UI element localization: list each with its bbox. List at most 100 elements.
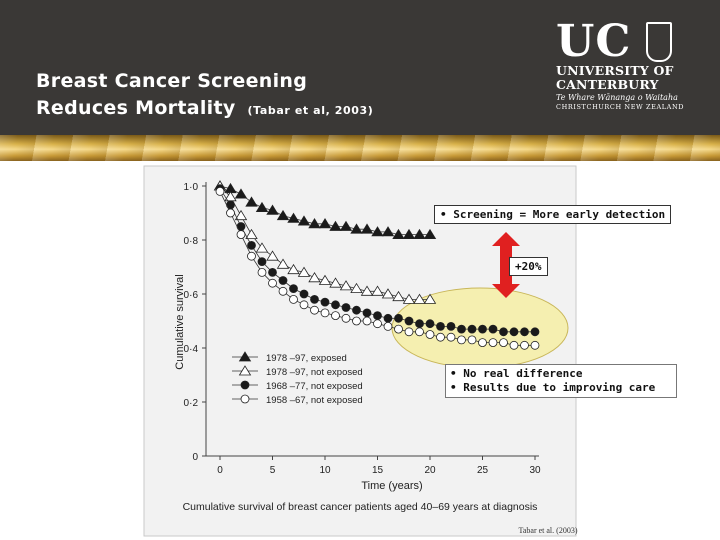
y-tick-label: 1·0 xyxy=(184,182,199,193)
logo-line-1: UNIVERSITY OF xyxy=(556,63,674,78)
data-point xyxy=(520,340,529,350)
data-point xyxy=(276,209,290,221)
data-point xyxy=(266,250,279,261)
data-point xyxy=(352,305,361,315)
y-tick-label: 0·8 xyxy=(184,236,199,247)
data-point xyxy=(457,335,466,345)
conclusion-bullet-1: • No real difference xyxy=(450,367,583,380)
data-point xyxy=(276,258,290,269)
data-point xyxy=(530,340,540,350)
data-point xyxy=(308,272,321,283)
x-tick-label: 25 xyxy=(477,465,489,476)
data-point xyxy=(373,319,382,329)
data-point xyxy=(509,340,519,350)
legend-label: 1968 –77, not exposed xyxy=(266,381,363,392)
data-point xyxy=(488,338,498,348)
x-tick-label: 10 xyxy=(319,465,331,476)
data-point xyxy=(394,313,403,323)
legend-label: 1958 –67, not exposed xyxy=(266,395,363,406)
data-point xyxy=(423,293,437,304)
y-tick-label: 0·2 xyxy=(184,398,199,409)
data-point xyxy=(268,278,277,288)
data-point xyxy=(371,285,384,296)
slide-header: Breast Cancer Screening Reduces Mortalit… xyxy=(0,0,720,135)
data-point xyxy=(352,316,361,326)
data-point xyxy=(392,290,405,302)
x-tick-label: 20 xyxy=(424,465,436,476)
data-point xyxy=(278,286,288,296)
x-tick-label: 0 xyxy=(217,465,223,476)
y-tick-label: 0·6 xyxy=(184,290,199,301)
gain-annotation: +20% xyxy=(509,257,548,276)
data-point xyxy=(402,293,416,304)
data-point xyxy=(478,324,487,334)
data-point xyxy=(247,240,256,250)
series xyxy=(213,180,437,304)
data-point xyxy=(530,327,540,337)
data-point xyxy=(318,274,332,285)
data-point xyxy=(320,297,330,307)
data-point xyxy=(383,321,393,331)
data-point xyxy=(404,327,414,337)
data-point xyxy=(339,220,353,231)
logo-line-4: CHRISTCHURCH NEW ZEALAND xyxy=(556,103,685,111)
crest-icon xyxy=(646,22,672,62)
data-point xyxy=(436,332,445,342)
series xyxy=(215,184,540,337)
chart-source: Tabar et al. (2003) xyxy=(519,526,578,535)
data-point xyxy=(234,188,248,199)
gold-banner xyxy=(0,135,720,161)
data-point xyxy=(392,228,405,240)
data-point xyxy=(350,223,363,234)
data-point xyxy=(415,327,424,337)
data-point xyxy=(509,327,519,337)
data-point xyxy=(245,196,258,207)
y-axis-label: Cumulative survival xyxy=(174,274,186,369)
screening-annotation: • Screening = More early detection xyxy=(434,205,672,224)
data-point xyxy=(247,251,256,261)
legend: 1978 –97, exposed 1978 –97, not exposed 19… xyxy=(232,351,363,406)
series-layer xyxy=(213,180,540,350)
data-point xyxy=(446,321,456,331)
university-logo: UC UNIVERSITY OF CANTERBURY Te Whare Wān… xyxy=(556,20,685,112)
y-tick-label: 0 xyxy=(192,452,198,463)
data-point xyxy=(245,228,258,240)
data-point xyxy=(268,267,277,277)
data-point xyxy=(236,230,246,240)
x-axis-label: Time (years) xyxy=(361,480,422,492)
data-point xyxy=(413,293,426,304)
data-point xyxy=(425,319,435,329)
data-point xyxy=(234,209,248,221)
title-line-1: Breast Cancer Screening xyxy=(36,70,308,92)
data-point xyxy=(318,218,332,229)
data-point xyxy=(278,276,288,285)
data-point xyxy=(350,282,363,294)
y-tick-label: 0·4 xyxy=(184,344,199,355)
data-point xyxy=(446,332,456,342)
legend-label: 1978 –97, not exposed xyxy=(266,367,363,378)
data-point xyxy=(404,316,414,326)
data-point xyxy=(215,186,225,196)
conclusion-box: • No real difference • Results due to im… xyxy=(445,364,677,398)
data-point xyxy=(287,263,300,275)
data-point xyxy=(488,324,498,334)
data-point xyxy=(381,226,395,237)
data-point xyxy=(308,218,321,229)
data-point xyxy=(402,228,416,240)
conclusion-bullet-2: • Results due to improving care xyxy=(450,381,656,394)
data-point xyxy=(457,324,466,334)
data-point xyxy=(360,223,374,234)
data-point xyxy=(289,294,298,304)
data-point xyxy=(329,277,342,288)
data-point xyxy=(499,338,508,348)
data-point xyxy=(331,300,340,310)
title-line-2: Reduces Mortality xyxy=(36,97,236,119)
data-point xyxy=(240,394,250,404)
data-point xyxy=(381,288,395,299)
slide-title: Breast Cancer Screening Reduces Mortalit… xyxy=(36,68,373,124)
series xyxy=(215,186,540,350)
data-point xyxy=(341,303,351,312)
data-point xyxy=(240,380,250,390)
data-point xyxy=(383,313,393,323)
data-point xyxy=(362,316,372,326)
